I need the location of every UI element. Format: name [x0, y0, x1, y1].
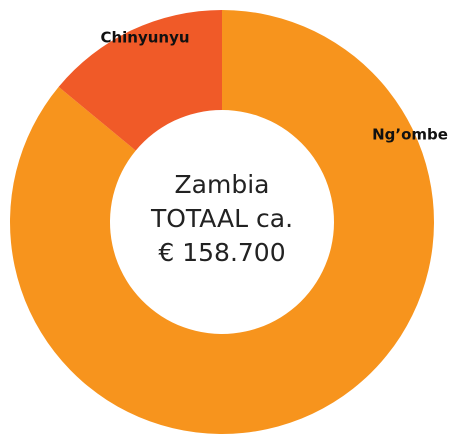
center-text: € 158.700 [158, 238, 285, 267]
slice [58, 10, 223, 151]
slice [9, 10, 434, 434]
slice-label: Chinyunyu [100, 29, 189, 47]
slice-label: Ng’ombe [372, 126, 448, 144]
center-text: Zambia [175, 170, 270, 199]
center-text: TOTAAL ca. [150, 204, 293, 233]
